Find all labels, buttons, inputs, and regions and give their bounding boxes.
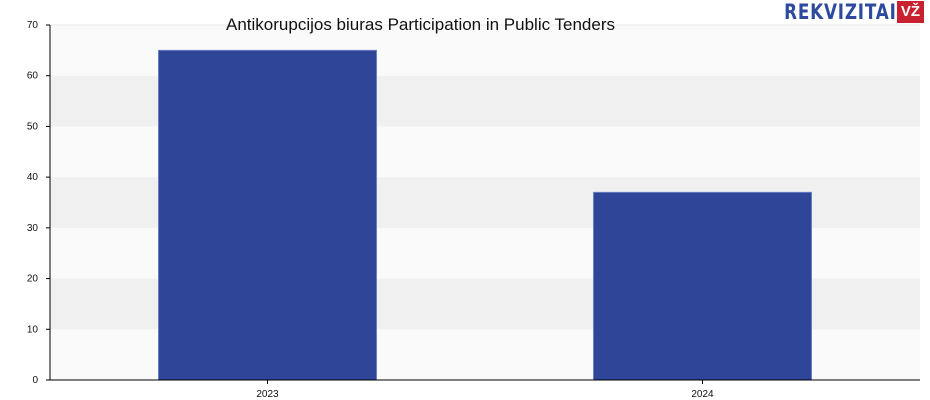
- y-tick-label: 60: [27, 71, 39, 82]
- y-tick-label: 70: [27, 20, 39, 31]
- x-tick-label: 2024: [691, 389, 714, 400]
- y-tick-label: 30: [27, 223, 39, 234]
- y-tick-label: 0: [32, 375, 38, 386]
- y-tick-label: 20: [27, 274, 39, 285]
- rekvizitai-logo: REKVIZITAI VŽ: [756, 0, 924, 24]
- bar-2024: [593, 191, 812, 381]
- x-tick-label: 2023: [256, 389, 279, 400]
- y-tick-label: 10: [27, 324, 39, 335]
- y-tick-label: 40: [27, 172, 39, 183]
- chart-title: Antikorupcijos biuras Participation in P…: [226, 15, 615, 34]
- logo-text: REKVIZITAI: [784, 0, 897, 24]
- y-tick-label: 50: [27, 121, 39, 132]
- bar-2023: [158, 49, 377, 381]
- logo-badge: VŽ: [896, 1, 924, 23]
